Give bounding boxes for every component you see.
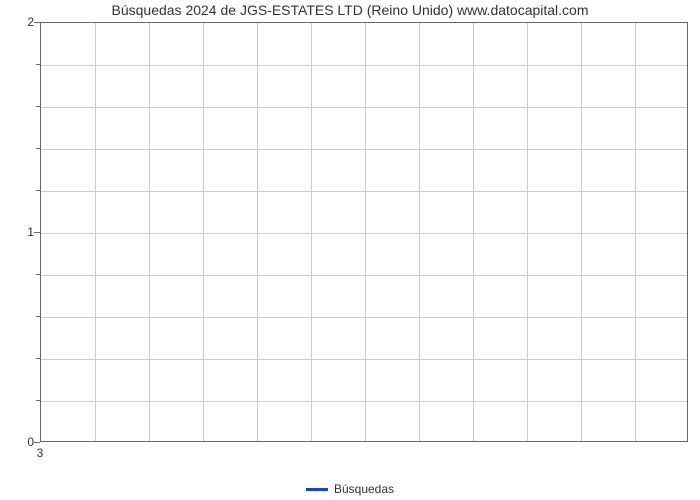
legend: Búsquedas: [0, 481, 700, 496]
gridline-horizontal: [41, 65, 687, 66]
gridline-vertical: [203, 23, 204, 441]
y-minor-tick-mark: [36, 148, 40, 149]
y-tick-mark: [34, 442, 40, 443]
y-minor-tick-mark: [36, 400, 40, 401]
y-minor-tick-mark: [36, 316, 40, 317]
legend-swatch: [306, 488, 328, 491]
gridline-horizontal: [41, 191, 687, 192]
gridline-horizontal: [41, 233, 687, 234]
gridline-horizontal: [41, 401, 687, 402]
gridline-vertical: [527, 23, 528, 441]
gridline-vertical: [635, 23, 636, 441]
y-minor-tick-mark: [36, 64, 40, 65]
y-tick-label: 0: [16, 435, 34, 449]
y-minor-tick-mark: [36, 358, 40, 359]
gridline-vertical: [473, 23, 474, 441]
gridline-horizontal: [41, 107, 687, 108]
gridline-vertical: [257, 23, 258, 441]
y-minor-tick-mark: [36, 106, 40, 107]
gridline-vertical: [95, 23, 96, 441]
gridline-vertical: [365, 23, 366, 441]
gridline-horizontal: [41, 149, 687, 150]
y-tick-label: 1: [16, 225, 34, 239]
gridline-horizontal: [41, 275, 687, 276]
plot-area: [40, 22, 688, 442]
y-tick-mark: [34, 22, 40, 23]
gridline-vertical: [581, 23, 582, 441]
gridline-horizontal: [41, 317, 687, 318]
y-tick-mark: [34, 232, 40, 233]
gridline-vertical: [419, 23, 420, 441]
legend-label: Búsquedas: [334, 482, 394, 496]
chart-container: Búsquedas 2024 de JGS-ESTATES LTD (Reino…: [0, 0, 700, 500]
y-minor-tick-mark: [36, 190, 40, 191]
gridline-vertical: [149, 23, 150, 441]
gridline-vertical: [311, 23, 312, 441]
x-tick-label: 3: [37, 446, 44, 460]
chart-title: Búsquedas 2024 de JGS-ESTATES LTD (Reino…: [0, 2, 700, 18]
y-minor-tick-mark: [36, 274, 40, 275]
y-tick-label: 2: [16, 15, 34, 29]
gridline-horizontal: [41, 359, 687, 360]
